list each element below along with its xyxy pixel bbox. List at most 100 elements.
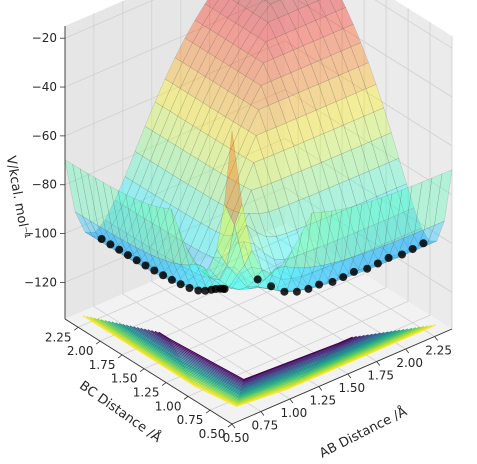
- x-tick-label: 2.00: [396, 356, 423, 370]
- surface-facet: [354, 200, 373, 257]
- surface-facet: [368, 166, 387, 197]
- surface-facet: [348, 66, 367, 94]
- surface-facet: [204, 0, 219, 9]
- surface-facet: [210, 85, 229, 113]
- surface-facet: [139, 160, 159, 191]
- surface-facet: [233, 241, 252, 274]
- surface-facet: [331, 153, 350, 185]
- surface-facet: [203, 257, 222, 278]
- surface-facet: [239, 286, 257, 290]
- surface-facet: [142, 223, 161, 249]
- surface-facet: [276, 233, 295, 260]
- x-tick-label: 0.50: [223, 431, 250, 445]
- y-tick-label: 0.50: [199, 427, 226, 441]
- surface-facet: [200, 107, 219, 136]
- contour-line: [111, 321, 405, 397]
- surface-facet: [323, 241, 342, 266]
- surface-facet: [295, 114, 314, 143]
- x-tick-label: 1.75: [367, 369, 394, 383]
- surface-facet: [245, 0, 263, 14]
- surface-facet: [208, 248, 228, 281]
- surface-facet: [225, 22, 244, 45]
- surface-facet: [426, 220, 445, 246]
- surface-facet: [190, 130, 209, 160]
- surface-facet: [283, 256, 302, 279]
- trajectory-point-exit: [408, 245, 417, 253]
- surface-facet: [201, 268, 220, 280]
- gridline-y: [165, 0, 387, 383]
- trajectory-point-exit: [253, 275, 262, 284]
- surface-facet: [171, 209, 190, 266]
- surface-facet: [286, 229, 305, 257]
- surface-facet: [304, 211, 323, 268]
- surface-facet: [305, 109, 324, 139]
- surface-facet: [424, 173, 443, 230]
- surface-facet: [216, 202, 235, 266]
- surface-facet: [187, 71, 206, 99]
- surface-facet: [172, 62, 191, 89]
- surface-facet: [185, 188, 204, 219]
- surface-facet: [266, 236, 285, 260]
- surface-facet: [212, 61, 231, 87]
- contour-line: [158, 331, 353, 381]
- surface-facet: [335, 7, 354, 29]
- surface-facet: [263, 0, 281, 5]
- surface-facet: [253, 62, 272, 86]
- surface-facet: [225, 95, 244, 122]
- surface-facet: [351, 145, 370, 176]
- surface-facet: [245, 57, 264, 82]
- surface-facet: [381, 132, 400, 163]
- surface-facet: [313, 245, 332, 270]
- surface-facet: [197, 52, 216, 77]
- surface-facet: [263, 252, 282, 280]
- trajectory-point-exit: [267, 282, 276, 291]
- surface-facet: [134, 125, 153, 157]
- surface-facet: [155, 206, 174, 264]
- surface-facet: [258, 211, 277, 238]
- surface-facet: [240, 104, 259, 132]
- surface-facet: [72, 163, 91, 222]
- surface-facet: [285, 118, 304, 147]
- surface-facet: [325, 101, 344, 130]
- surface-facet: [256, 269, 275, 289]
- surface-facet: [228, 153, 247, 183]
- contour-line: [133, 326, 381, 390]
- surface-facet: [240, 32, 259, 54]
- surface-facet: [243, 241, 262, 270]
- surface-facet: [235, 75, 254, 101]
- surface-facet: [235, 157, 254, 187]
- y-tick-mark: [117, 354, 123, 359]
- surface-facet: [403, 207, 422, 233]
- surface-facet: [82, 215, 101, 242]
- surface-facet: [257, 21, 276, 43]
- surface-facet: [260, 3, 279, 23]
- surface-facet: [193, 262, 212, 279]
- surface-facet: [353, 116, 372, 146]
- trajectory-point-approach: [194, 286, 203, 295]
- surface-facet: [325, 11, 344, 34]
- surface-facet: [268, 100, 287, 128]
- gridline-x: [122, 1, 291, 400]
- surface-facet: [333, 28, 352, 52]
- surface-facet: [328, 183, 347, 214]
- surface-facet: [74, 211, 94, 238]
- surface-facet: [223, 121, 242, 150]
- surface-facet: [376, 192, 395, 221]
- surface-facet: [212, 0, 230, 14]
- surface-facet: [320, 55, 339, 81]
- surface-facet: [192, 102, 211, 131]
- surface-facet: [333, 237, 352, 262]
- surface-facet: [150, 227, 169, 253]
- surface-facet: [250, 17, 269, 38]
- surface-facet: [277, 13, 296, 34]
- surface-facet: [287, 9, 306, 30]
- trajectory-point-approach: [201, 286, 210, 295]
- gridline-z: [64, 0, 453, 98]
- surface-facet: [184, 19, 203, 44]
- surface-facet: [142, 130, 161, 162]
- surface-facet: [355, 88, 374, 117]
- surface-facet: [207, 34, 226, 58]
- x-tick-mark: [434, 336, 438, 341]
- surface-facet: [117, 190, 136, 248]
